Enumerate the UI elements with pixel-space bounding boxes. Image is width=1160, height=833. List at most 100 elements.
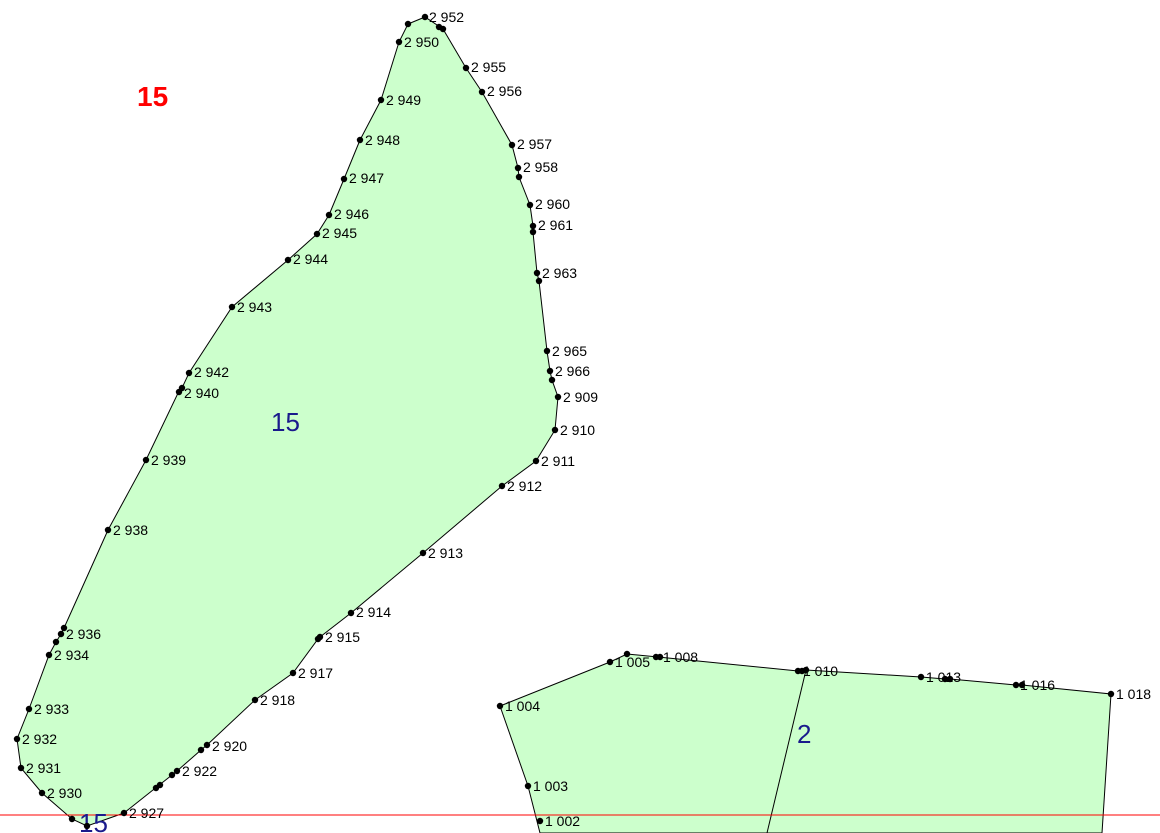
survey-point-marker[interactable] (173, 767, 181, 775)
survey-point-marker[interactable] (185, 369, 193, 377)
survey-point-marker[interactable] (515, 173, 523, 181)
point-label: 2 952 (429, 9, 464, 25)
survey-point-marker[interactable] (168, 771, 176, 779)
survey-point-marker[interactable] (152, 784, 160, 792)
survey-point-marker[interactable] (478, 88, 486, 96)
survey-point-marker[interactable] (526, 201, 534, 209)
survey-point-marker[interactable] (1018, 681, 1026, 689)
survey-point-marker[interactable] (656, 653, 664, 661)
point-label: 2 932 (22, 731, 57, 747)
point-label: 1 018 (1116, 686, 1151, 702)
survey-points (13, 13, 1115, 830)
survey-point-marker[interactable] (496, 702, 504, 710)
point-label: 2 912 (507, 478, 542, 494)
point-label: 1 013 (926, 669, 961, 685)
survey-point-marker[interactable] (197, 746, 205, 754)
survey-point-marker[interactable] (325, 211, 333, 219)
survey-point-marker[interactable] (524, 782, 532, 790)
survey-point-marker[interactable] (356, 136, 364, 144)
point-label: 2 933 (34, 701, 69, 717)
survey-point-marker[interactable] (946, 675, 954, 683)
survey-point-marker[interactable] (551, 426, 559, 434)
survey-point-marker[interactable] (533, 269, 541, 277)
survey-point-marker[interactable] (203, 741, 211, 749)
point-label: 2 950 (404, 34, 439, 50)
survey-point-marker[interactable] (421, 13, 429, 21)
survey-point-marker[interactable] (104, 526, 112, 534)
point-label: 2 909 (563, 389, 598, 405)
survey-point-marker[interactable] (498, 482, 506, 490)
point-label: 2 940 (184, 385, 219, 401)
point-label: 2 960 (535, 196, 570, 212)
point-label: 2 966 (555, 363, 590, 379)
survey-point-marker[interactable] (419, 549, 427, 557)
survey-point-marker[interactable] (395, 38, 403, 46)
point-label: 1 003 (533, 778, 568, 794)
survey-point-marker[interactable] (917, 673, 925, 681)
point-label: 2 948 (365, 132, 400, 148)
parcel-division-line (766, 669, 807, 833)
survey-point-marker[interactable] (284, 256, 292, 264)
survey-point-marker[interactable] (83, 822, 91, 830)
survey-point-marker[interactable] (536, 817, 544, 825)
point-label: 2 911 (541, 453, 575, 469)
survey-point-marker[interactable] (17, 764, 25, 772)
survey-point-marker[interactable] (462, 64, 470, 72)
point-label: 1 002 (545, 813, 580, 829)
point-label: 2 939 (151, 452, 186, 468)
point-label: 1 005 (615, 654, 650, 670)
survey-point-marker[interactable] (529, 228, 537, 236)
survey-point-marker[interactable] (941, 675, 949, 683)
survey-point-marker[interactable] (623, 650, 631, 658)
survey-point-marker[interactable] (313, 230, 321, 238)
survey-point-marker[interactable] (548, 376, 556, 384)
point-label: 2 956 (487, 83, 522, 99)
survey-point-marker[interactable] (52, 638, 60, 646)
survey-point-marker[interactable] (514, 164, 522, 172)
survey-point-marker[interactable] (314, 635, 322, 643)
point-label: 2 943 (237, 299, 272, 315)
survey-point-marker[interactable] (802, 666, 810, 674)
point-label: 1 008 (663, 649, 698, 665)
survey-point-marker[interactable] (120, 809, 128, 817)
survey-point-marker[interactable] (508, 141, 516, 149)
survey-point-marker[interactable] (13, 735, 21, 743)
point-label: 2 918 (260, 692, 295, 708)
survey-point-marker[interactable] (554, 393, 562, 401)
survey-point-marker[interactable] (404, 20, 412, 28)
survey-point-marker[interactable] (142, 456, 150, 464)
point-label: 2 955 (471, 59, 506, 75)
survey-point-marker[interactable] (45, 651, 53, 659)
point-label: 2 961 (538, 217, 573, 233)
survey-point-marker[interactable] (532, 457, 540, 465)
survey-point-marker[interactable] (1012, 681, 1020, 689)
survey-point-marker[interactable] (529, 222, 537, 230)
point-label: 2 958 (523, 159, 558, 175)
survey-point-marker[interactable] (25, 705, 33, 713)
survey-point-marker[interactable] (377, 96, 385, 104)
survey-point-marker[interactable] (60, 624, 68, 632)
point-label: 2 914 (356, 604, 391, 620)
survey-point-marker[interactable] (347, 609, 355, 617)
survey-point-marker[interactable] (546, 367, 554, 375)
point-label: 2 910 (560, 422, 595, 438)
point-label: 2 965 (552, 343, 587, 359)
survey-point-marker[interactable] (535, 277, 543, 285)
survey-point-marker[interactable] (1107, 690, 1115, 698)
survey-point-marker[interactable] (543, 347, 551, 355)
survey-point-marker[interactable] (228, 303, 236, 311)
survey-point-marker[interactable] (68, 815, 76, 823)
survey-point-marker[interactable] (340, 175, 348, 183)
survey-point-marker[interactable] (251, 696, 259, 704)
parcel-15-partial-label: 15 (79, 808, 108, 833)
survey-point-marker[interactable] (38, 789, 46, 797)
point-label: 2 927 (129, 805, 164, 821)
survey-point-marker[interactable] (435, 23, 443, 31)
point-label: 2 957 (517, 136, 552, 152)
survey-point-marker[interactable] (289, 669, 297, 677)
survey-point-labels: 2 952 2 950 2 955 2 956 2 949 2 948 2 95… (22, 9, 1151, 829)
survey-point-marker[interactable] (606, 658, 614, 666)
survey-point-marker[interactable] (57, 630, 65, 638)
survey-point-marker[interactable] (175, 388, 183, 396)
